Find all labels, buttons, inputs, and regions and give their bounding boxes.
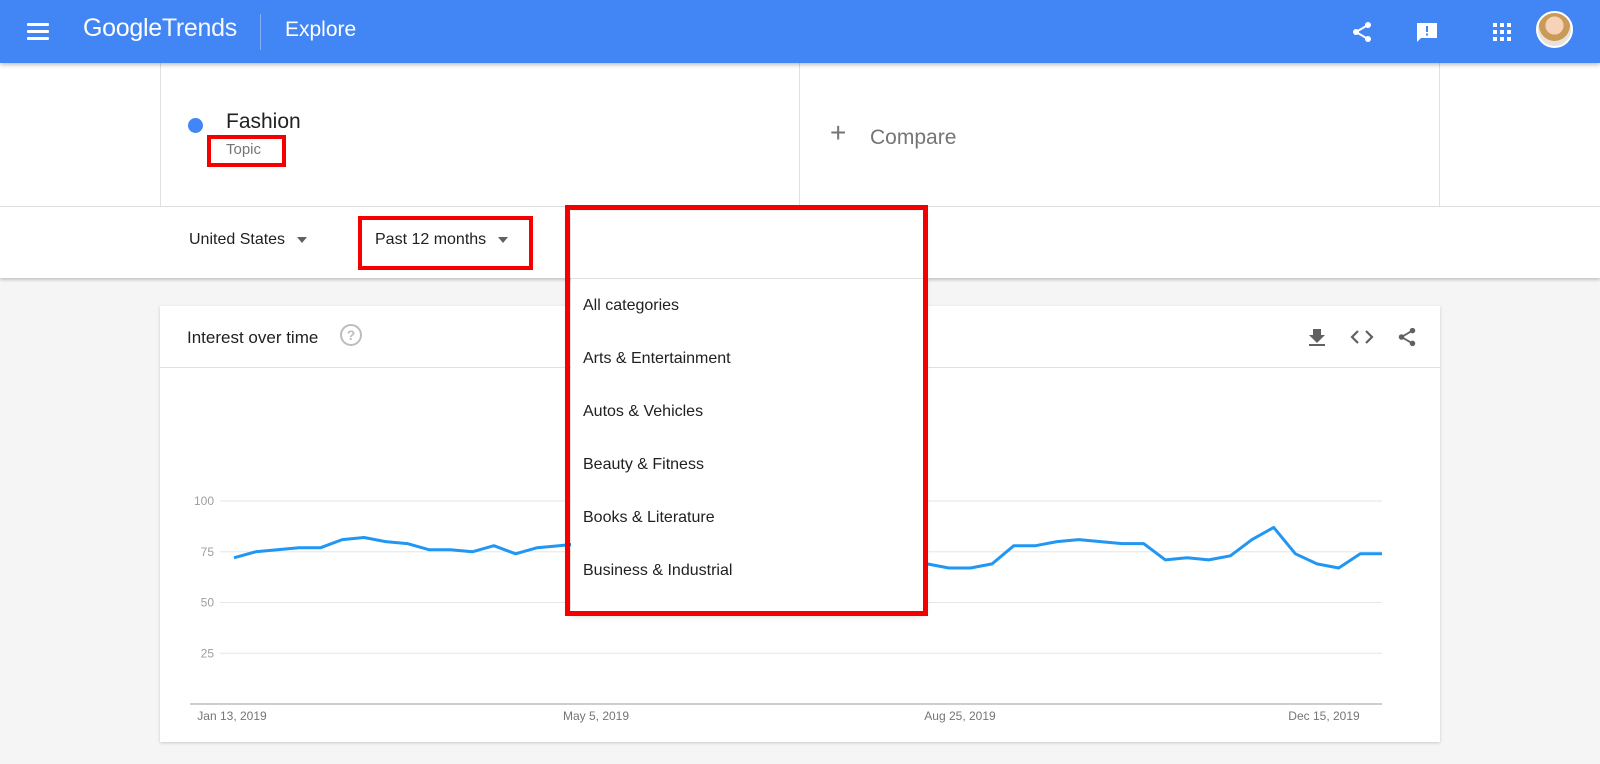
compare-button[interactable]: + Compare (800, 63, 1440, 207)
apps-icon[interactable] (1484, 14, 1520, 50)
time-range-value: Past 12 months (375, 231, 487, 248)
google-trends-logo[interactable]: GoogleTrends (83, 14, 237, 43)
dropdown-search-area (571, 211, 923, 279)
category-option[interactable]: Autos & Vehicles (583, 403, 704, 420)
y-tick-label: 25 (201, 646, 215, 660)
y-tick-label: 100 (194, 494, 214, 508)
y-tick-label: 75 (201, 545, 215, 559)
category-dropdown: All categories Arts & Entertainment Auto… (571, 211, 923, 611)
term-color-dot (188, 118, 203, 133)
topic-highlight-box (207, 135, 286, 167)
category-option[interactable]: Books & Literature (583, 509, 715, 526)
time-range-highlight-box (358, 216, 533, 270)
page-title: Explore (285, 18, 357, 41)
compare-label: Compare (870, 126, 957, 149)
help-icon[interactable]: ? (340, 324, 362, 346)
logo-google: Google (83, 14, 162, 42)
avatar[interactable] (1536, 11, 1573, 48)
menu-icon[interactable] (24, 18, 52, 46)
download-icon[interactable] (1302, 322, 1332, 352)
x-tick-label: Dec 15, 2019 (1288, 709, 1360, 723)
header-divider (260, 14, 261, 50)
category-option[interactable]: Arts & Entertainment (583, 350, 731, 367)
embed-icon[interactable] (1347, 322, 1377, 352)
term-name: Fashion (226, 110, 301, 133)
search-term-card[interactable]: Fashion Topic (160, 63, 800, 207)
x-tick-label: Jan 13, 2019 (197, 709, 267, 723)
category-option[interactable]: Business & Industrial (583, 562, 733, 579)
category-option[interactable]: All categories (583, 297, 680, 314)
caret-down-icon (297, 237, 308, 243)
feedback-icon[interactable] (1409, 14, 1445, 50)
caret-down-icon (498, 237, 509, 243)
x-tick-label: May 5, 2019 (563, 709, 629, 723)
app-bar: GoogleTrends Explore (0, 0, 1600, 63)
region-select[interactable]: United States (189, 231, 308, 249)
term-type: Topic (226, 141, 262, 158)
region-select-value: United States (189, 231, 286, 248)
share-icon[interactable] (1344, 14, 1380, 50)
time-range-select[interactable]: Past 12 months (375, 231, 509, 249)
y-tick-label: 50 (201, 596, 215, 610)
category-option[interactable]: Beauty & Fitness (583, 456, 704, 473)
share-icon[interactable] (1392, 322, 1422, 352)
card-title: Interest over time (187, 328, 319, 347)
x-tick-label: Aug 25, 2019 (924, 709, 996, 723)
logo-trends: Trends (161, 14, 237, 42)
plus-icon: + (830, 117, 847, 148)
